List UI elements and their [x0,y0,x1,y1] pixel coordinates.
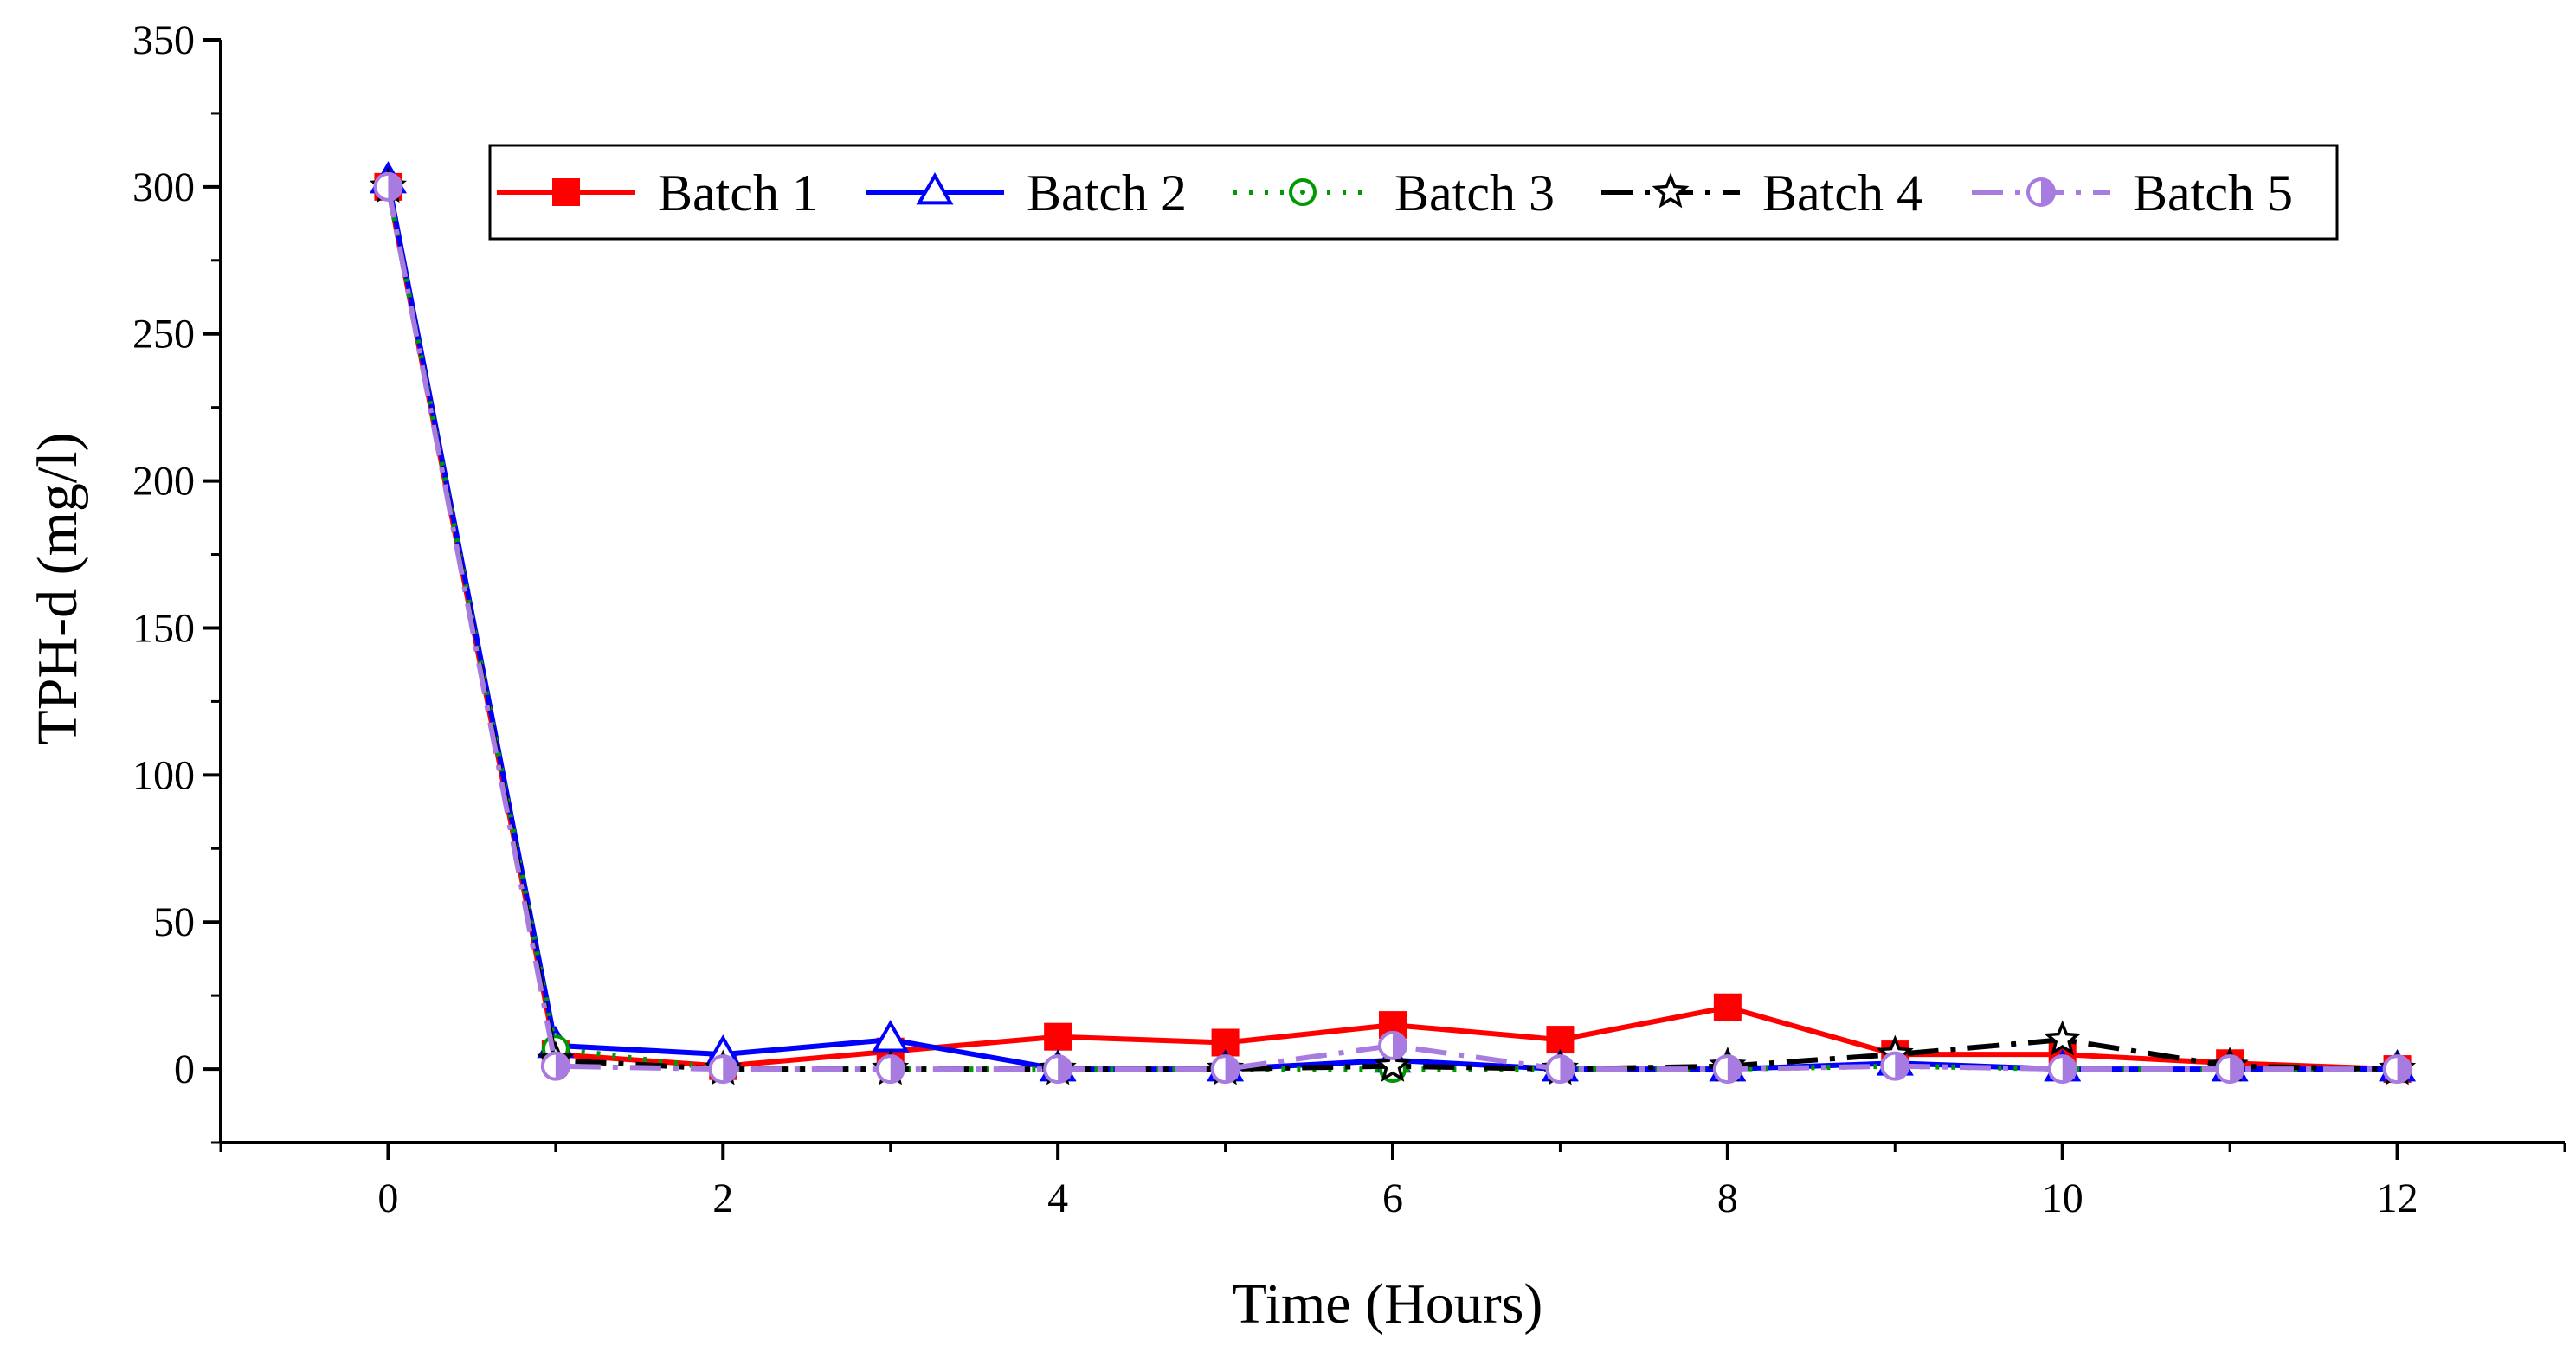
series-batch-2 [369,161,2417,1082]
legend-label: Batch 3 [1394,164,1555,222]
legend-item: Batch 1 [497,164,818,222]
data-point [2047,1054,2077,1085]
data-point [708,1054,738,1085]
legend-marker [1289,178,1317,206]
x-tick-label: 12 [2377,1175,2418,1221]
x-tick-label: 6 [1382,1175,1403,1221]
x-tick-label: 8 [1717,1175,1738,1221]
data-point [875,1054,905,1085]
data-point [1712,1054,1742,1085]
data-point [373,171,403,202]
data-point [1043,1054,1073,1085]
data-point [1880,1051,1910,1081]
x-tick-label: 2 [712,1175,733,1221]
series-batch-3 [374,172,2412,1084]
legend-marker [916,171,954,205]
series-line [385,186,2398,1072]
x-tick-label: 10 [2042,1175,2083,1221]
y-tick-label: 350 [132,17,195,63]
data-point [1210,1054,1240,1085]
data-point [1546,1026,1575,1054]
legend-marker [2026,177,2056,207]
data-point [872,1020,910,1053]
series-line [385,186,2398,1072]
data-point [1211,1028,1240,1057]
y-tick-label: 50 [153,899,195,945]
data-point [2215,1054,2245,1085]
y-tick-label: 0 [174,1047,195,1092]
legend-item: Batch 5 [1972,164,2293,222]
y-tick-label: 300 [132,164,195,210]
legend-label: Batch 5 [2133,164,2293,222]
y-tick-label: 150 [132,605,195,651]
y-axis-label: TPH-d (mg/l) [26,432,89,744]
y-tick-label: 250 [132,312,195,357]
data-point [1378,1030,1407,1060]
legend-item: Batch 2 [866,164,1187,222]
data-point [1374,1047,1412,1082]
series-group [369,161,2417,1085]
x-tick-label: 0 [377,1175,398,1221]
y-tick-label: 100 [132,752,195,798]
data-point [1044,1022,1072,1051]
legend-label: Batch 4 [1762,164,1922,222]
series-line [385,180,2398,1072]
x-tick-label: 4 [1047,1175,1068,1221]
legend-label: Batch 2 [1027,164,1187,222]
legend-label: Batch 1 [658,164,818,222]
axes: 0 50 100 150 200 250 300 350 0 2 4 6 8 10 12 [132,17,2566,1221]
series-line [385,186,2398,1072]
data-point [1545,1054,1575,1085]
legend-item: Batch 3 [1233,164,1555,222]
legend-marker [552,178,580,206]
x-axis-label: Time (Hours) [1233,1272,1543,1336]
data-point [1713,993,1742,1021]
series-line [385,186,2398,1072]
data-point [2382,1054,2412,1085]
legend-marker [1652,172,1690,209]
data-point [2044,1020,2082,1056]
data-point [540,1051,570,1081]
legend-item: Batch 4 [1601,164,1922,222]
series-batch-4 [369,167,2417,1085]
series-batch-5 [373,171,2412,1085]
y-tick-label: 200 [132,459,195,505]
legend: Batch 1 Batch 2 Batch 3 Batch 4 Batch 5 [488,144,2339,241]
series-batch-1 [374,172,2412,1084]
